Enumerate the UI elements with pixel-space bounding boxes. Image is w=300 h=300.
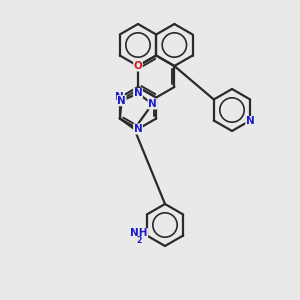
Text: 2: 2 bbox=[136, 236, 142, 245]
Text: NH: NH bbox=[130, 229, 148, 238]
Text: N: N bbox=[117, 96, 126, 106]
Text: N: N bbox=[134, 124, 142, 134]
Text: O: O bbox=[134, 61, 142, 71]
Text: N: N bbox=[134, 88, 142, 98]
Text: N: N bbox=[246, 116, 255, 127]
Text: N: N bbox=[116, 92, 124, 103]
Text: N: N bbox=[148, 99, 157, 109]
